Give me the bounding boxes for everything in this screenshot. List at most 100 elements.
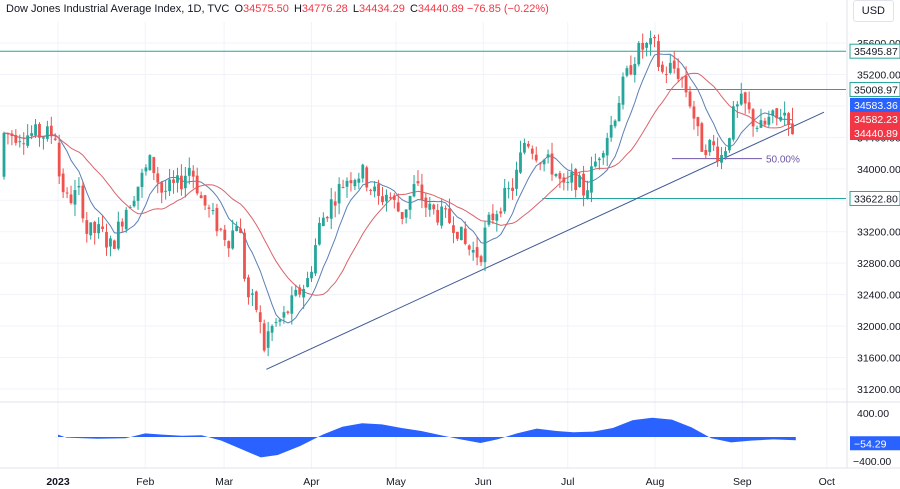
candle <box>731 101 735 142</box>
candle-body <box>463 228 467 244</box>
price-badge-text: 34582.23 <box>854 114 898 126</box>
price-badge: 34582.23 <box>850 112 900 126</box>
candle <box>314 238 317 276</box>
currency-button[interactable]: USD <box>852 0 894 22</box>
candle <box>377 179 380 205</box>
candle-body <box>475 247 479 258</box>
candle <box>597 157 601 170</box>
candle <box>570 163 574 191</box>
level-badge: 35495.87 <box>849 43 900 59</box>
candle-body <box>526 143 530 147</box>
candle-body <box>649 38 652 45</box>
candle <box>562 173 566 191</box>
candle <box>321 212 325 227</box>
candle <box>424 193 428 218</box>
candle <box>436 203 440 226</box>
candle-body <box>672 60 676 69</box>
oscillator-tick-label: −400.00 <box>853 456 891 468</box>
candle-body <box>34 124 37 136</box>
candle-body <box>416 181 420 184</box>
candle-body <box>140 172 144 187</box>
candle <box>412 175 416 198</box>
candle <box>215 203 219 237</box>
time-tick-label: 2023 <box>46 476 70 488</box>
candle <box>282 305 286 324</box>
level-badge-bg <box>849 43 900 59</box>
candles <box>2 30 794 357</box>
candle <box>69 185 73 205</box>
candle <box>168 168 171 196</box>
candle-body <box>554 174 558 177</box>
candle <box>503 178 507 214</box>
high-value: 34776.28 <box>301 3 348 15</box>
candle-body <box>684 75 688 93</box>
candle <box>578 172 582 188</box>
candle-body <box>759 120 763 128</box>
candle <box>298 284 302 298</box>
candle <box>132 195 136 208</box>
candle <box>274 318 278 327</box>
candle-body <box>341 187 345 189</box>
candle <box>176 167 179 193</box>
candle-body <box>704 149 708 155</box>
candle-body <box>625 68 629 76</box>
candle <box>388 192 392 200</box>
candle <box>333 191 337 218</box>
candle-body <box>69 194 73 204</box>
candle-body <box>700 123 704 152</box>
candle <box>57 134 61 185</box>
candle-body <box>77 185 81 188</box>
candle <box>471 241 475 261</box>
candle-body <box>227 241 231 249</box>
candle-body <box>688 91 692 107</box>
candle-body <box>373 186 377 192</box>
candle <box>112 239 116 250</box>
close-label: C <box>409 3 418 15</box>
chart-header: Dow Jones Industrial Average Index, 1D, … <box>6 3 549 15</box>
candle-body <box>172 179 175 183</box>
price-tick-label: 32400.00 <box>857 290 900 302</box>
candle <box>42 136 45 150</box>
candle <box>396 193 400 213</box>
candle-body <box>369 189 373 191</box>
price-tick-label: 33200.00 <box>857 227 900 239</box>
candle-body <box>93 221 97 233</box>
candle-body <box>404 209 408 218</box>
candle <box>459 226 463 241</box>
candle <box>128 205 132 209</box>
candle-body <box>168 179 171 192</box>
candle-body <box>132 200 136 207</box>
candle <box>365 165 369 192</box>
candle-body <box>73 190 77 205</box>
time-tick-label: May <box>386 476 407 488</box>
candle <box>416 170 420 187</box>
oscillator-badge: −54.29 <box>850 436 900 451</box>
candle-body <box>542 159 546 165</box>
candle-body <box>550 153 554 175</box>
candle <box>428 196 432 217</box>
level-badge-text: 35008.97 <box>854 84 898 96</box>
candle-body <box>207 207 211 209</box>
candle-body <box>57 142 61 177</box>
candle <box>219 227 223 232</box>
candle <box>408 195 412 220</box>
level-badge-bg <box>849 190 900 206</box>
candle <box>329 187 333 230</box>
candle-body <box>333 201 337 206</box>
candle <box>779 108 783 122</box>
candle-body <box>164 190 168 192</box>
candle <box>546 149 550 164</box>
candle <box>195 167 199 196</box>
low-label: L <box>352 3 359 15</box>
candle-body <box>653 37 656 39</box>
candle <box>641 33 645 59</box>
candle-body <box>377 184 380 196</box>
candle-body <box>89 222 93 236</box>
candle-body <box>325 216 329 219</box>
candle-body <box>215 207 219 232</box>
candle <box>235 221 239 232</box>
candle-body <box>61 173 65 193</box>
candle <box>720 147 723 170</box>
candle-body <box>239 228 242 233</box>
